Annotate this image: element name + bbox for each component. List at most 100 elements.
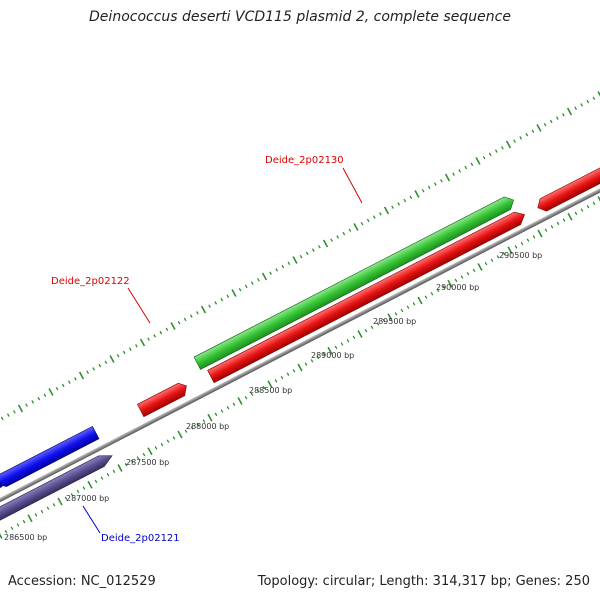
minor-tick (501, 146, 504, 150)
gene-label-Deide_2p02121: Deide_2p02121 (101, 533, 180, 544)
minor-tick (334, 345, 338, 350)
minor-tick (442, 285, 446, 289)
major-tick (353, 223, 359, 231)
minor-tick (269, 271, 272, 275)
minor-tick (379, 212, 382, 216)
minor-tick (86, 370, 89, 374)
minor-tick (172, 436, 176, 440)
minor-tick (159, 330, 163, 335)
minor-tick (189, 314, 193, 318)
major-tick (292, 256, 298, 264)
major-tick (537, 229, 543, 238)
major-tick (327, 346, 333, 355)
minor-tick (37, 396, 41, 401)
minor-tick (532, 235, 536, 239)
major-tick (78, 371, 85, 380)
scale-label: 286500 bp (4, 533, 47, 542)
minor-tick (136, 456, 140, 460)
minor-tick (154, 446, 158, 450)
scale-label: 289000 bp (311, 351, 354, 360)
minor-tick (147, 337, 150, 341)
major-tick (117, 464, 123, 472)
minor-tick (262, 385, 266, 390)
minor-tick (322, 352, 326, 356)
minor-tick (520, 241, 524, 246)
minor-tick (549, 119, 553, 124)
minor-tick (250, 281, 254, 285)
minor-tick (427, 185, 431, 190)
minor-tick (421, 188, 425, 193)
minor-tick (112, 469, 116, 474)
major-tick (27, 514, 33, 523)
sequence-backbone (0, 158, 600, 511)
minor-tick (348, 228, 352, 233)
cds-next-feature[interactable] (535, 160, 600, 214)
minor-tick (130, 459, 134, 464)
minor-tick (160, 442, 164, 447)
minor-tick (400, 308, 404, 313)
minor-tick (190, 426, 194, 430)
minor-tick (311, 248, 315, 252)
minor-tick (92, 367, 96, 371)
major-tick (139, 338, 146, 347)
minor-tick (196, 422, 200, 427)
major-tick (147, 447, 153, 456)
minor-tick (460, 275, 464, 279)
minor-tick (116, 353, 120, 358)
upper-tick-row (0, 91, 600, 421)
minor-tick (184, 429, 188, 433)
major-tick (357, 330, 363, 338)
cds-Deide_2p02130[interactable] (207, 208, 528, 384)
minor-tick (318, 245, 321, 249)
major-tick (267, 380, 273, 389)
leader-Deide_2p02122 (127, 287, 151, 324)
minor-tick (22, 519, 26, 524)
minor-tick (342, 231, 346, 236)
cds-Deide_2p02122[interactable] (137, 380, 190, 418)
gene-label-Deide_2p02130: Deide_2p02130 (265, 155, 344, 166)
minor-tick (586, 99, 590, 104)
major-tick (261, 272, 268, 281)
minor-tick (76, 489, 80, 494)
minor-tick (586, 204, 590, 209)
minor-tick (274, 379, 278, 383)
minor-tick (513, 139, 516, 143)
minor-tick (488, 152, 492, 157)
major-tick (566, 107, 573, 116)
minor-tick (124, 462, 128, 467)
major-tick (17, 404, 24, 413)
minor-tick (34, 513, 38, 517)
minor-tick (433, 182, 437, 186)
major-tick (475, 157, 481, 165)
minor-tick (494, 149, 498, 153)
minor-tick (394, 312, 398, 316)
major-tick (567, 212, 573, 221)
minor-tick (94, 479, 98, 484)
scale-label: 288000 bp (186, 422, 229, 431)
major-tick (477, 263, 483, 271)
scale-label: 290500 bp (499, 251, 542, 260)
minor-tick (100, 476, 104, 480)
minor-tick (482, 155, 486, 160)
major-tick (536, 124, 542, 132)
scale-label: 289500 bp (373, 317, 416, 326)
minor-tick (4, 529, 8, 534)
minor-tick (555, 116, 559, 120)
minor-tick (305, 251, 309, 256)
minor-tick (280, 375, 284, 380)
major-tick (207, 413, 213, 422)
minor-tick (580, 103, 584, 107)
minor-tick (220, 409, 224, 413)
reverse-gene-feature[interactable] (0, 450, 115, 531)
minor-tick (128, 347, 132, 351)
gene-Deide_2p02130[interactable] (193, 194, 517, 370)
minor-tick (484, 261, 488, 266)
scale-label: 290000 bp (436, 283, 479, 292)
minor-tick (299, 254, 303, 259)
minor-tick (202, 419, 206, 423)
minor-tick (310, 359, 314, 363)
cds-Deide_2p02121[interactable] (0, 425, 100, 490)
minor-tick (275, 268, 279, 272)
major-tick (57, 497, 63, 506)
minor-tick (256, 389, 260, 393)
